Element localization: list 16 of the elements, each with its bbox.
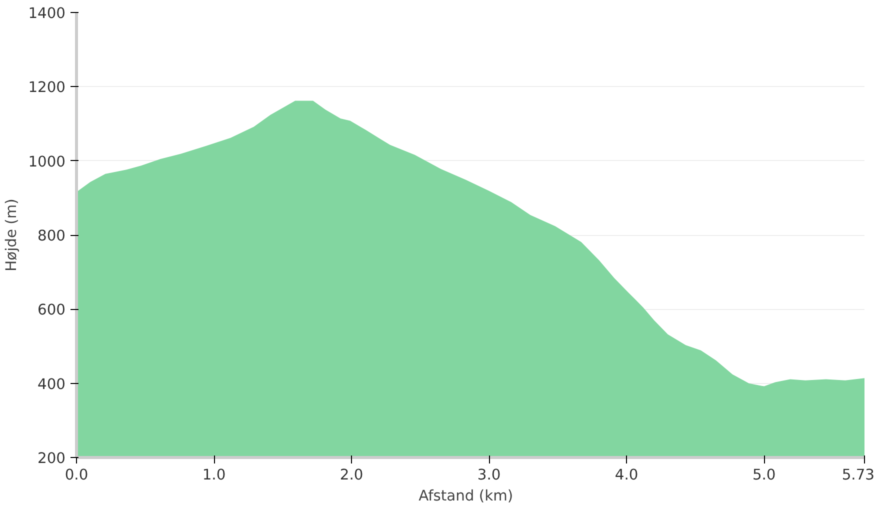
- x-tick-label: 1.0: [202, 466, 226, 484]
- y-tick-label: 1000: [28, 153, 66, 170]
- y-tick-label: 1200: [28, 79, 66, 96]
- y-tick-label: 200: [38, 450, 66, 467]
- y-tick-label: 800: [38, 228, 66, 244]
- x-tick-label: 4.0: [614, 466, 638, 484]
- x-tick-label: 0.0: [64, 466, 88, 484]
- x-tick-label: 3.0: [477, 466, 501, 484]
- x-tick-label: 5.73: [842, 466, 874, 484]
- x-axis-title: Afstand (km): [418, 488, 514, 504]
- y-tick-label: 400: [38, 376, 66, 393]
- y-axis-title: Højde (m): [3, 198, 20, 272]
- y-tick-label: 1400: [28, 5, 66, 22]
- y-tick-label: 600: [38, 302, 66, 319]
- x-tick-label: 2.0: [340, 466, 364, 484]
- x-tick-label: 5.0: [752, 466, 776, 484]
